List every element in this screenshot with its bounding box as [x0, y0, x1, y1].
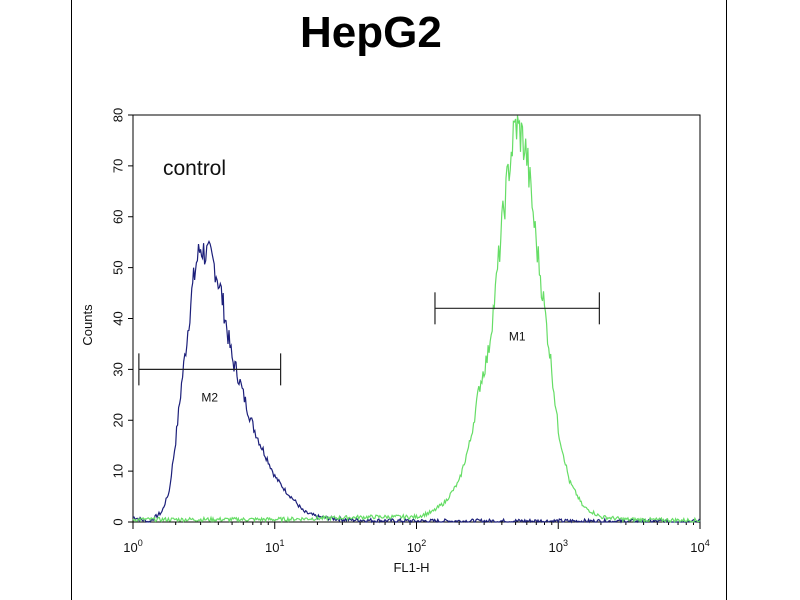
y-tick-label: 70 — [110, 159, 125, 173]
x-tick-label: 103 — [549, 538, 568, 555]
y-tick-label: 30 — [110, 362, 125, 376]
x-tick-label: 101 — [265, 538, 284, 555]
marker-label-m1: M1 — [509, 329, 526, 343]
series-line-1 — [133, 240, 701, 524]
y-tick-label: 10 — [110, 464, 125, 478]
x-axis-label: FL1-H — [393, 560, 429, 575]
y-tick-label: 60 — [110, 210, 125, 224]
y-tick-label: 80 — [110, 108, 125, 122]
y-tick-label: 20 — [110, 413, 125, 427]
y-tick-label: 50 — [110, 260, 125, 274]
x-tick-label: 102 — [407, 538, 426, 555]
x-tick-label: 104 — [690, 538, 709, 555]
y-tick-label: 0 — [110, 518, 125, 525]
y-tick-label: 40 — [110, 311, 125, 325]
left-frame-line — [71, 0, 72, 600]
marker-label-m2: M2 — [201, 390, 218, 404]
right-frame-line — [726, 0, 727, 600]
y-axis-label: Counts — [80, 304, 95, 346]
control-annotation: control — [163, 157, 226, 180]
x-tick-label: 100 — [123, 538, 142, 555]
chart-title: HepG2 — [300, 8, 442, 57]
series-line-2 — [132, 115, 701, 524]
